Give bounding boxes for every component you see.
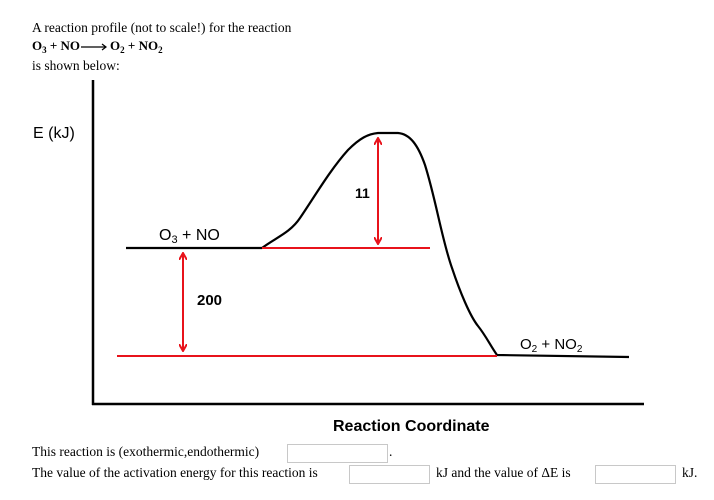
reaction-type-input[interactable]	[287, 444, 388, 463]
y-axis-label: E (kJ)	[33, 125, 75, 142]
question-delta-e: kJ and the value of ΔE is	[436, 465, 571, 480]
reaction-equation: O3 + NO O2 + NO2	[32, 37, 163, 55]
delta-e-input[interactable]	[595, 465, 676, 484]
products-label: O2 + NO2	[520, 336, 583, 355]
reactant-o3: O3	[32, 38, 47, 55]
x-axis-label: Reaction Coordinate	[333, 418, 490, 435]
energy-gap-label: 200	[197, 292, 222, 309]
question-reaction-type: This reaction is (exothermic,endothermic…	[32, 444, 260, 459]
shown-below-text: is shown below:	[32, 58, 120, 73]
reactant-no: + NO	[49, 38, 81, 53]
product-o2: O2	[110, 38, 125, 55]
activation-energy-input[interactable]	[349, 465, 430, 484]
question-kj-suffix: kJ.	[682, 465, 698, 480]
reaction-arrow-icon	[81, 43, 108, 51]
activation-gap-label: 11	[355, 185, 370, 201]
question-reaction-type-suffix: .	[389, 444, 393, 459]
product-no2: + NO2	[127, 38, 163, 55]
intro-text: A reaction profile (not to scale!) for t…	[32, 20, 292, 35]
question-activation-energy: The value of the activation energy for t…	[32, 465, 318, 480]
energy-curve	[126, 131, 630, 359]
reactants-label: O3 + NO	[159, 227, 220, 246]
